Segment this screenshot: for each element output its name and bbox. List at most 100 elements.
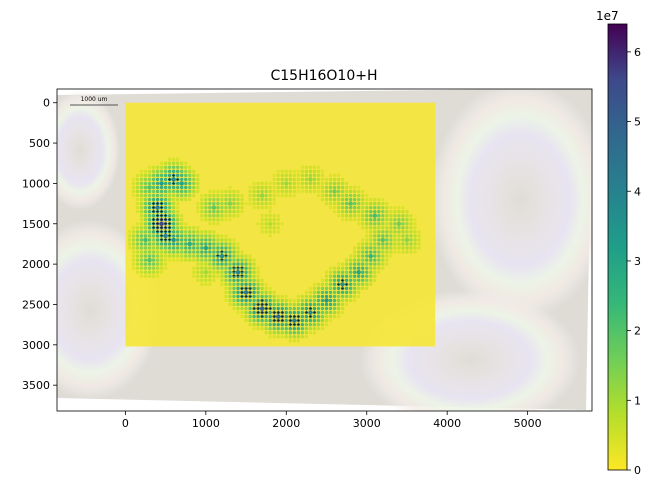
ion-image-pixel: [127, 242, 132, 246]
ion-image-pixel: [324, 278, 329, 282]
ion-image-pixel: [357, 294, 361, 299]
ion-image-pixel: [264, 193, 268, 198]
ion-image-pixel: [171, 222, 176, 226]
ion-image-pixel: [147, 193, 152, 198]
ion-image-pixel: [340, 181, 345, 186]
ion-image-pixel: [268, 197, 272, 202]
ion-image-pixel: [340, 310, 345, 315]
ion-image-pixel: [228, 290, 232, 295]
ion-image-pixel: [236, 193, 240, 198]
ion-image-pixel: [296, 302, 301, 307]
ion-image-pixel: [143, 274, 148, 278]
ion-image-pixel: [344, 193, 349, 198]
ion-image-pixel: [212, 262, 216, 266]
ion-image-pixel: [312, 298, 317, 303]
ion-image-pixel: [236, 246, 240, 250]
ion-image-pixel: [159, 209, 164, 214]
ion-image-pixel: [320, 326, 325, 331]
ion-image-pixel: [389, 242, 393, 246]
high-intensity-marker: +: [172, 173, 176, 179]
ion-image-pixel: [204, 214, 208, 218]
ion-image-pixel: [336, 314, 341, 319]
ion-image-pixel: [260, 294, 264, 299]
ion-image-pixel: [224, 193, 228, 198]
ion-image-pixel: [220, 189, 224, 194]
ion-image-pixel: [324, 197, 329, 202]
ion-image-pixel: [284, 185, 288, 190]
colorbar-tick-label: 0: [634, 464, 641, 477]
ion-image-pixel: [192, 246, 196, 250]
ion-image-pixel: [304, 298, 309, 303]
ion-image-pixel: [280, 222, 284, 226]
high-intensity-marker: +: [240, 266, 244, 272]
ion-image-pixel: [296, 331, 301, 335]
ion-image-pixel: [332, 266, 337, 270]
ion-image-pixel: [131, 250, 136, 254]
ion-image-pixel: [192, 177, 196, 182]
ion-image-pixel: [268, 205, 272, 210]
ion-image-pixel: [244, 274, 248, 278]
high-intensity-marker: +: [248, 290, 252, 296]
ion-image-pixel: [167, 173, 172, 178]
ion-image-pixel: [288, 318, 292, 323]
data-point: [243, 290, 249, 295]
ion-image-pixel: [280, 322, 284, 327]
ion-image-pixel: [143, 250, 148, 254]
ion-image-pixel: [413, 222, 417, 226]
ion-image-pixel: [373, 234, 377, 238]
ion-image-pixel: [196, 189, 200, 194]
ion-image-pixel: [252, 282, 256, 286]
ion-image-pixel: [216, 209, 220, 214]
ion-image-pixel: [264, 286, 268, 291]
ion-image-pixel: [320, 189, 325, 194]
ion-image-pixel: [389, 234, 393, 238]
ion-image-pixel: [357, 214, 361, 218]
ion-image-pixel: [320, 290, 325, 295]
ion-image-pixel: [228, 282, 232, 286]
ion-image-pixel: [147, 262, 152, 266]
ion-image-pixel: [200, 274, 204, 278]
ion-image-pixel: [340, 262, 345, 266]
ion-image-pixel: [336, 214, 341, 218]
ion-image-pixel: [155, 230, 160, 234]
ion-image-pixel: [260, 314, 264, 319]
ion-image-pixel: [316, 165, 321, 169]
ion-image-pixel: [340, 278, 345, 282]
ion-image-pixel: [324, 270, 329, 274]
ion-image-pixel: [308, 185, 313, 190]
high-intensity-marker: +: [280, 314, 284, 320]
ion-image-pixel: [167, 226, 172, 230]
ion-image-pixel: [208, 282, 212, 286]
ion-image-pixel: [284, 294, 288, 299]
ion-image-pixel: [304, 310, 309, 315]
ion-image-pixel: [393, 242, 397, 246]
ion-image-pixel: [260, 197, 264, 202]
ion-image-pixel: [208, 274, 212, 278]
ion-image-pixel: [200, 258, 204, 262]
ion-image-pixel: [300, 326, 305, 331]
ion-image-pixel: [336, 302, 341, 307]
ion-image-pixel: [212, 246, 216, 250]
ion-image-pixel: [224, 286, 228, 291]
colorbar-gradient: [607, 23, 628, 471]
ion-image-pixel: [159, 234, 164, 238]
ion-image-pixel: [155, 185, 160, 190]
ion-image-pixel: [369, 201, 373, 206]
ion-image-pixel: [312, 165, 317, 169]
ion-image-pixel: [184, 254, 188, 258]
ion-image-pixel: [401, 242, 405, 246]
ion-image-pixel: [163, 254, 168, 258]
ion-image-pixel: [389, 222, 393, 226]
ion-image-pixel: [175, 222, 180, 226]
ion-image-pixel: [139, 169, 144, 174]
ion-image-pixel: [236, 242, 240, 246]
ion-image-pixel: [377, 270, 381, 274]
ion-image-pixel: [232, 294, 236, 299]
ion-image-pixel: [300, 181, 305, 186]
high-intensity-marker: +: [159, 229, 163, 235]
ion-image-pixel: [208, 209, 212, 214]
high-intensity-marker: +: [296, 322, 300, 328]
ion-image-pixel: [163, 181, 168, 186]
ion-image-pixel: [155, 218, 160, 222]
